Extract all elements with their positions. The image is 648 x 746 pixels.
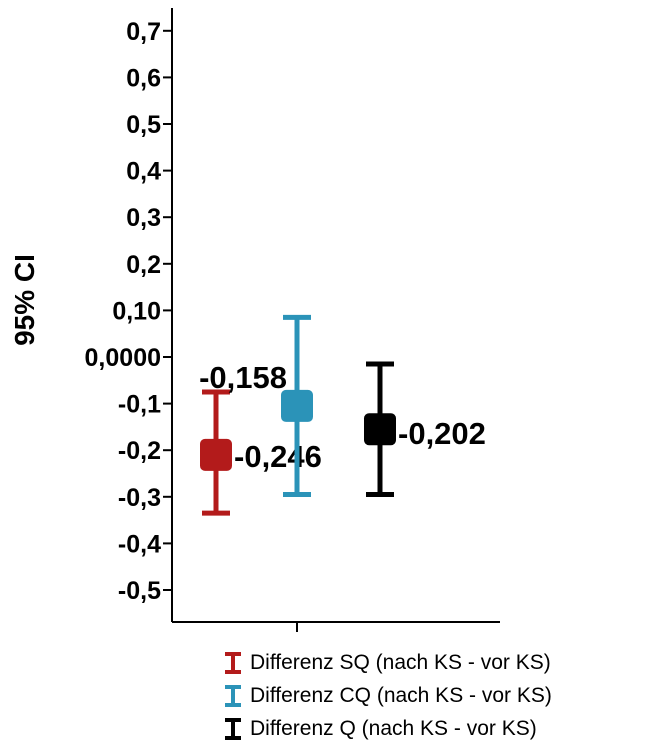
y-tick-label: 0,2 bbox=[126, 251, 161, 279]
legend-item: Differenz CQ (nach KS - vor KS) bbox=[222, 679, 552, 712]
y-tick-label: 0,5 bbox=[126, 111, 161, 139]
errorbar-group: -0,246 bbox=[200, 389, 322, 516]
data-label: -0,158 bbox=[199, 360, 287, 395]
y-tick-label: 0,4 bbox=[126, 158, 161, 186]
data-label: -0,202 bbox=[398, 416, 486, 451]
chart-marks: -0,246 -0,158 -0,202 bbox=[199, 314, 486, 516]
mean-marker bbox=[200, 438, 232, 471]
y-tick-label: 0,10 bbox=[112, 297, 161, 325]
y-tick-label: 0,6 bbox=[126, 64, 161, 92]
data-label: -0,246 bbox=[234, 439, 322, 474]
y-tick-label: -0,3 bbox=[118, 484, 161, 512]
errorbar-icon-cq bbox=[225, 684, 241, 707]
y-tick-label: -0,5 bbox=[118, 577, 161, 605]
chart-svg: 0,7 0,6 0,5 0,4 0,3 0,2 0,10 0,0000 -0,1 -0,2 -0,3… bbox=[9, 8, 500, 632]
legend-label: Differenz Q (nach KS - vor KS) bbox=[250, 716, 537, 740]
errorbar-group: -0,158 bbox=[199, 314, 313, 497]
mean-marker bbox=[364, 413, 396, 446]
y-axis-label: 95% CI bbox=[9, 254, 40, 346]
legend-label: Differenz SQ (nach KS - vor KS) bbox=[250, 650, 551, 674]
legend: Differenz SQ (nach KS - vor KS) Differen… bbox=[222, 646, 552, 745]
y-tick-label: 0,3 bbox=[126, 204, 161, 232]
y-tick-label: -0,4 bbox=[118, 530, 161, 558]
errorbar-icon-sq bbox=[225, 651, 241, 674]
errorbar-icon-q bbox=[225, 717, 241, 740]
mean-marker bbox=[281, 389, 313, 422]
y-tick-label: -0,1 bbox=[118, 391, 161, 419]
legend-label: Differenz CQ (nach KS - vor KS) bbox=[250, 683, 552, 707]
errorbar-group: -0,202 bbox=[364, 361, 486, 497]
legend-item: Differenz Q (nach KS - vor KS) bbox=[222, 712, 552, 745]
y-tick-label: 0,0000 bbox=[85, 344, 161, 372]
y-ticks: 0,7 0,6 0,5 0,4 0,3 0,2 0,10 0,0000 -0,1 -0,2 -0,3… bbox=[85, 18, 172, 605]
y-tick-label: -0,2 bbox=[118, 437, 161, 465]
y-tick-label: 0,7 bbox=[126, 18, 161, 46]
legend-item: Differenz SQ (nach KS - vor KS) bbox=[222, 646, 552, 679]
chart-axes bbox=[171, 8, 500, 632]
